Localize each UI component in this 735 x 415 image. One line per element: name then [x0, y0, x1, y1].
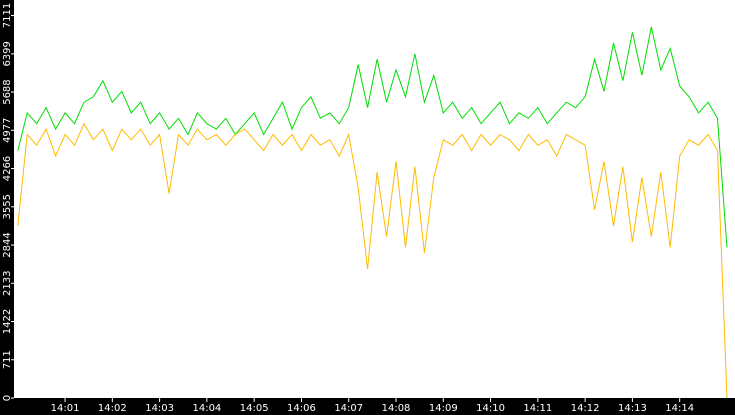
- y-tick-label: 1422: [2, 309, 13, 334]
- y-tick-label: 5688: [2, 79, 13, 104]
- y-tick-label: 7111: [2, 3, 13, 28]
- x-tick-label: 14:07: [334, 403, 363, 414]
- x-tick-label: 14:14: [665, 403, 694, 414]
- y-tick-label: 0: [2, 395, 13, 401]
- x-tick-label: 14:04: [192, 403, 221, 414]
- x-tick-label: 14:01: [51, 403, 80, 414]
- y-tick-label: 3555: [2, 194, 13, 219]
- x-tick-label: 14:08: [382, 403, 411, 414]
- y-tick-label: 711: [2, 350, 13, 369]
- y-tick-label: 4266: [2, 156, 13, 181]
- x-tick-label: 14:03: [145, 403, 174, 414]
- y-tick-label: 4977: [2, 118, 13, 143]
- y-tick-label: 6399: [2, 41, 13, 66]
- x-tick-label: 14:06: [287, 403, 316, 414]
- x-tick-label: 14:13: [618, 403, 647, 414]
- y-axis-bar: [0, 0, 14, 415]
- y-tick-label: 2133: [2, 271, 13, 296]
- x-tick-label: 14:09: [429, 403, 458, 414]
- series-line: [17, 26, 728, 248]
- x-axis-bar: [0, 398, 735, 415]
- x-tick-label: 14:12: [571, 403, 600, 414]
- x-tick-label: 14:10: [476, 403, 505, 414]
- x-tick-label: 14:11: [523, 403, 552, 414]
- x-tick-label: 14:02: [98, 403, 127, 414]
- series-line: [17, 122, 728, 399]
- x-tick-label: 14:05: [240, 403, 269, 414]
- y-tick-label: 2844: [2, 232, 13, 257]
